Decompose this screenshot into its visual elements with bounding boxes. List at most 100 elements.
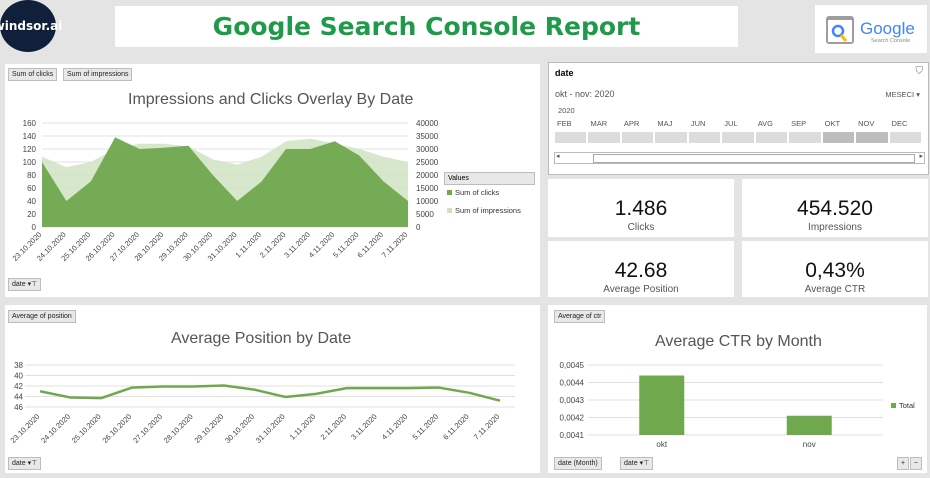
y-right-tick-label: 20000 <box>416 171 439 180</box>
x-tick-label: 24.10.2020 <box>39 412 72 445</box>
slicer-timeline: FEB MAR APR MAJ JUN JUL AVG SEP OKT NOV DEC <box>555 119 923 149</box>
date-slicer: date ⛉ okt - nov: 2020 MESECI ▾ 2020 FEB… <box>548 62 929 175</box>
slicer-month-feb[interactable]: FEB <box>555 119 587 143</box>
slicer-month-label: FEB <box>557 119 572 128</box>
y-tick-label: 40 <box>14 372 23 381</box>
kpi-impressions-value: 454.520 <box>797 197 873 220</box>
y-right-tick-label: 25000 <box>416 158 439 167</box>
slicer-month-nov[interactable]: NOV <box>856 119 888 143</box>
sum-of-clicks-field-button[interactable]: Sum of clicks <box>8 68 58 81</box>
slicer-month-bar <box>588 132 620 143</box>
date-filter-button[interactable]: date ▾⊤ <box>8 278 42 291</box>
y-tick-label: 0,0044 <box>560 379 585 388</box>
slicer-month-dec[interactable]: DEC <box>889 119 921 143</box>
overlay-chart-panel: Sum of clicks Sum of impressions Impress… <box>5 64 540 297</box>
legend-label-clicks: Sum of clicks <box>455 188 500 197</box>
date-month-filter-button[interactable]: date (Month) <box>554 457 602 470</box>
y-tick-label: 44 <box>14 393 23 402</box>
legend-item-clicks: Sum of clicks <box>447 188 499 197</box>
y-tick-label: 0,0043 <box>560 396 585 405</box>
x-tick-label: 7.11.2020 <box>380 230 410 260</box>
x-category-label: okt <box>656 440 667 449</box>
y-tick-label: 0,0042 <box>560 414 585 423</box>
slicer-month-label: MAJ <box>657 119 673 128</box>
ctr-filter-label: date <box>624 460 638 467</box>
sum-of-impressions-field-button[interactable]: Sum of impressions <box>63 68 133 81</box>
y-left-tick-label: 160 <box>23 119 37 128</box>
overlay-chart-title: Impressions and Clicks Overlay By Date <box>128 91 414 108</box>
position-chart-title: Average Position by Date <box>171 330 352 347</box>
expand-button[interactable]: + <box>897 457 910 470</box>
x-tick-label: 23.10.2020 <box>9 412 42 445</box>
average-of-position-field-button[interactable]: Average of position <box>8 310 76 323</box>
scroll-right-icon[interactable]: ▸ <box>919 153 923 160</box>
ctr-bar-chart: 0,0041 0,0042 0,0043 0,0044 0,0045 okt nov <box>560 361 883 449</box>
kpi-position-label: Average Position <box>603 284 679 295</box>
y-right-tick-label: 15000 <box>416 184 439 193</box>
x-tick-label: 25.10.2020 <box>70 412 103 445</box>
average-of-ctr-field-button[interactable]: Average of ctr <box>554 310 606 323</box>
slicer-month-apr[interactable]: APR <box>621 119 654 143</box>
y-left-tick-label: 140 <box>23 132 37 141</box>
slicer-month-label: SEP <box>791 119 807 128</box>
ctr-legend-item: Total <box>891 401 915 410</box>
x-tick-label: 31.10.2020 <box>254 412 287 445</box>
slicer-month-label: OKT <box>824 119 841 128</box>
y-right-tick-label: 35000 <box>416 132 439 141</box>
position-date-filter-button[interactable]: date ▾⊤ <box>8 457 42 470</box>
x-tick-label: 2.11.2020 <box>319 412 349 442</box>
ctr-legend-label: Total <box>899 401 915 410</box>
slicer-month-bar <box>822 132 855 143</box>
report-title: Google Search Console Report <box>212 12 641 41</box>
scroll-thumb[interactable] <box>593 154 915 163</box>
google-logo-word: Google <box>860 19 915 38</box>
slicer-month-label: JUN <box>690 119 706 128</box>
slicer-month-label: JUL <box>724 119 738 128</box>
clear-filter-icon[interactable]: ⛉ <box>915 66 924 77</box>
slicer-month-okt[interactable]: OKT <box>822 119 855 143</box>
windsor-logo: windsor.ai <box>0 0 62 52</box>
legend-swatch-clicks <box>447 190 452 195</box>
y-tick-label: 0,0041 <box>560 431 585 440</box>
slicer-month-sep[interactable]: SEP <box>789 119 821 143</box>
y-right-tick-label: 10000 <box>416 197 439 206</box>
y-tick-label: 0,0045 <box>560 361 585 370</box>
y-tick-label: 42 <box>14 382 23 391</box>
slicer-range-label: okt - nov: 2020 <box>555 89 615 99</box>
x-tick-label: 28.10.2020 <box>162 412 195 445</box>
legend-swatch-impressions <box>447 208 452 213</box>
ctr-filter-dropdown-icon: ▾⊤ <box>639 460 650 467</box>
x-tick-label: 26.10.2020 <box>101 412 134 445</box>
y-tick-label: 46 <box>14 403 23 412</box>
google-logo-sub: Search Console <box>871 38 910 44</box>
slicer-month-maj[interactable]: MAJ <box>655 119 687 143</box>
slicer-month-jun[interactable]: JUN <box>688 119 721 143</box>
clicks-area <box>42 137 408 227</box>
slicer-month-avg[interactable]: AVG <box>755 119 788 143</box>
y-left-tick-label: 0 <box>32 223 37 232</box>
kpi-clicks-value: 1.486 <box>614 197 668 220</box>
slicer-month-label: AVG <box>757 119 774 128</box>
slicer-month-label: APR <box>623 119 640 128</box>
legend-label-impressions: Sum of impressions <box>455 206 521 215</box>
brand-text: windsor.ai <box>0 19 63 33</box>
slicer-month-bar <box>555 132 587 143</box>
scroll-left-icon[interactable]: ◂ <box>556 153 560 160</box>
collapse-button[interactable]: − <box>910 457 923 470</box>
x-tick-label: 27.10.2020 <box>131 412 164 445</box>
y-right-tick-label: 5000 <box>416 210 434 219</box>
slicer-month-mar[interactable]: MAR <box>588 119 620 143</box>
slicer-scrollbar[interactable]: ◂ ▸ <box>554 152 925 164</box>
y-right-tick-label: 40000 <box>416 119 439 128</box>
date-filter-label: date <box>12 281 26 288</box>
google-logo-graphic: Google Search Console <box>826 16 915 44</box>
time-level-dropdown[interactable]: MESECI ▾ <box>885 90 920 99</box>
slicer-month-jul[interactable]: JUL <box>722 119 754 143</box>
kpi-clicks: 1.486 Clicks <box>548 179 734 237</box>
x-tick-label: 5.11.2020 <box>411 412 441 442</box>
ctr-date-filter-button[interactable]: date ▾⊤ <box>620 457 654 470</box>
overlay-area-chart: 0 20 40 60 80 100 120 140 160 0 5000 10000 15000 2000… <box>11 119 439 263</box>
legend-values-header[interactable]: Values <box>444 172 535 185</box>
y-left-tick-label: 60 <box>27 184 36 193</box>
